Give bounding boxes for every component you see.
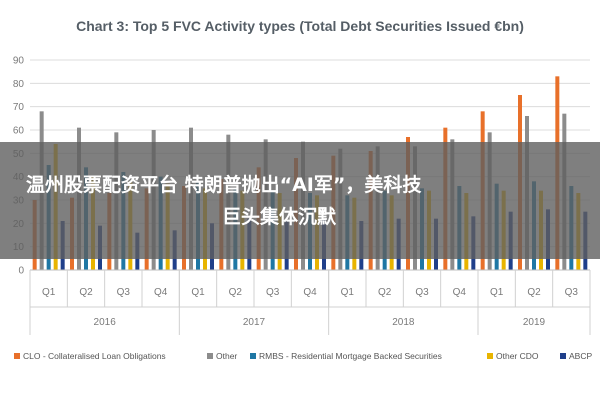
y-tick-label: 80 [13, 79, 25, 90]
y-tick-label: 0 [18, 266, 24, 277]
y-tick-label: 90 [13, 56, 25, 67]
x-group-label: 2016 [94, 317, 117, 328]
legend-swatch [487, 353, 493, 359]
x-tick-label: Q4 [303, 287, 317, 298]
chart-title: Chart 3: Top 5 FVC Activity types (Total… [76, 18, 524, 34]
x-group-label: 2017 [243, 317, 266, 328]
x-group-label: 2018 [392, 317, 415, 328]
x-tick-label: Q1 [191, 287, 205, 298]
legend-swatch [207, 353, 213, 359]
legend-item: Other [207, 351, 237, 361]
headline-line-1: 温州股票配资平台 特朗普抛出“AI军”，美科技 [26, 173, 422, 196]
legend-item: ABCP [560, 351, 592, 361]
legend-label: RMBS - Residential Mortgage Backed Secur… [259, 351, 442, 361]
x-tick-label: Q3 [415, 287, 429, 298]
x-axis: Q1 Q2 Q3 Q4 Q1 Q2 Q3 Q4 Q1 Q2 Q3 Q4 Q1 Q2 Q3 2016 2017 20… [29, 269, 591, 335]
legend-item: CLO - Collateralised Loan Obligations [14, 351, 166, 361]
x-tick-label: Q3 [565, 287, 579, 298]
x-tick-label: Q2 [79, 287, 93, 298]
x-group-label: 2019 [523, 317, 546, 328]
headline-line-2: 巨头集体沉默 [222, 205, 337, 228]
x-tick-label: Q4 [154, 287, 168, 298]
x-tick-label: Q3 [117, 287, 131, 298]
x-tick-label: Q2 [378, 287, 392, 298]
x-tick-label: Q3 [266, 287, 280, 298]
legend-label: ABCP [569, 351, 592, 361]
x-tick-label: Q2 [229, 287, 243, 298]
x-tick-label: Q1 [42, 287, 56, 298]
legend-item: Other CDO [487, 351, 539, 361]
legend: CLO - Collateralised Loan Obligations Oth… [14, 351, 592, 361]
legend-label: CLO - Collateralised Loan Obligations [23, 351, 166, 361]
legend-label: Other CDO [496, 351, 539, 361]
legend-item: RMBS - Residential Mortgage Backed Secur… [250, 351, 442, 361]
x-tick-label: Q1 [341, 287, 355, 298]
x-tick-label: Q4 [453, 287, 467, 298]
y-tick-label: 70 [13, 102, 25, 113]
x-tick-label: Q1 [490, 287, 504, 298]
legend-swatch [560, 353, 566, 359]
legend-label: Other [216, 351, 237, 361]
y-tick-label: 60 [13, 126, 25, 137]
headline-overlay: 温州股票配资平台 特朗普抛出“AI军”，美科技 巨头集体沉默 [0, 142, 600, 259]
x-tick-label: Q2 [527, 287, 541, 298]
legend-swatch [14, 353, 20, 359]
legend-swatch [250, 353, 256, 359]
